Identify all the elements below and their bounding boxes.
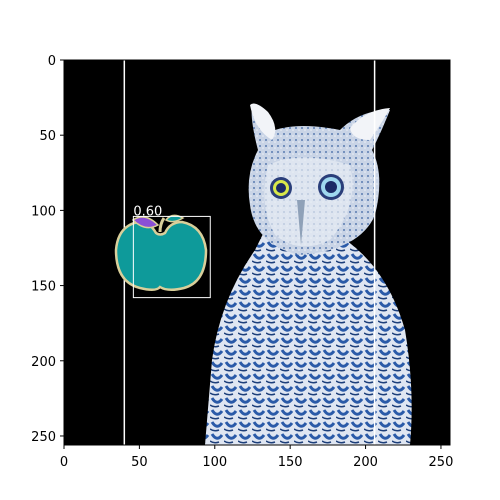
detections: 0.60 bbox=[132, 204, 211, 299]
owl-image bbox=[205, 103, 412, 445]
apple-leaf-icon bbox=[131, 216, 160, 229]
owl-eye-right bbox=[318, 174, 344, 200]
x-tick-label-5: 250 bbox=[429, 455, 454, 470]
x-tick-label-2: 100 bbox=[202, 455, 227, 470]
detection-box-0 bbox=[132, 215, 211, 299]
x-tick-label-4: 200 bbox=[353, 455, 378, 470]
y-tick-label-1: 50 bbox=[39, 129, 56, 144]
x-tick-label-1: 50 bbox=[131, 455, 148, 470]
y-tick-label-3: 150 bbox=[31, 280, 56, 295]
y-tick-label-2: 100 bbox=[31, 204, 56, 219]
y-tick-label-4: 200 bbox=[31, 355, 56, 370]
x-axis: 0 50 100 150 200 250 bbox=[60, 445, 454, 470]
y-axis: 0 50 100 150 200 250 bbox=[31, 54, 64, 445]
y-tick-label-5: 250 bbox=[31, 430, 56, 445]
owl-ear-right bbox=[350, 108, 390, 140]
owl-body bbox=[205, 230, 412, 445]
owl-ear-left bbox=[250, 103, 276, 140]
detection-label-0: 0.60 bbox=[133, 204, 162, 219]
owl-eye-left bbox=[270, 177, 292, 199]
y-tick-label-0: 0 bbox=[48, 54, 56, 69]
owl-beak bbox=[297, 200, 305, 245]
x-tick-label-3: 150 bbox=[278, 455, 303, 470]
apple-icon bbox=[114, 214, 208, 291]
x-tick-label-0: 0 bbox=[60, 455, 68, 470]
axes-frame bbox=[63, 59, 451, 446]
